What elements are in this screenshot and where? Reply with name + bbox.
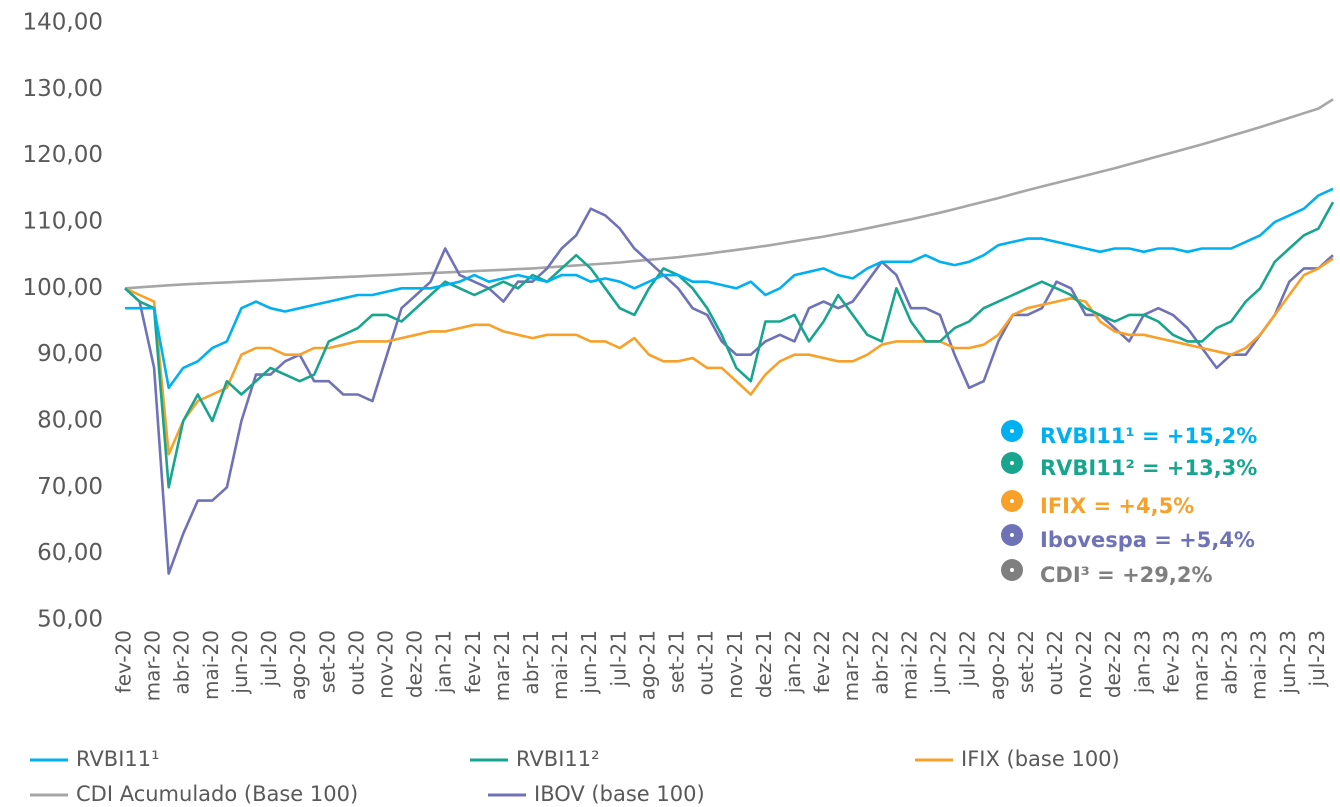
x-tick-label: dez-20: [403, 630, 427, 698]
x-tick-label: ago-20: [286, 630, 310, 700]
series-line: [124, 98, 1334, 290]
x-tick-label: mai-23: [1247, 630, 1271, 700]
x-tick-label: jun-20: [228, 630, 252, 695]
annotation-text: IFIX = +4,5%: [1040, 494, 1194, 518]
x-tick-label: jul-20: [257, 630, 281, 687]
x-tick-label: ago-21: [635, 630, 659, 700]
annotation-text: RVBI11¹ = +15,2%: [1040, 424, 1257, 448]
x-tick-label: abr-22: [868, 630, 892, 695]
x-tick-label: mai-22: [897, 630, 921, 700]
x-tick-label: jun-23: [1276, 630, 1300, 695]
x-tick-label: mar-20: [141, 630, 165, 701]
annotation-text: CDI³ = +29,2%: [1040, 563, 1213, 587]
x-tick-label: jun-21: [577, 630, 601, 695]
annotation-text: Ibovespa = +5,4%: [1040, 528, 1255, 552]
y-tick-label: 80,00: [37, 408, 103, 434]
series-line: [124, 201, 1335, 489]
x-tick-label: jul-23: [1305, 630, 1329, 687]
x-tick-label: dez-22: [1101, 630, 1125, 698]
series-line: [124, 207, 1334, 575]
y-tick-label: 90,00: [37, 341, 103, 367]
y-tick-label: 110,00: [23, 209, 103, 235]
x-tick-label: set-22: [1014, 630, 1038, 693]
y-tick-label: 130,00: [23, 76, 103, 102]
y-tick-label: 60,00: [37, 540, 103, 566]
x-tick-label: jan-21: [432, 630, 456, 694]
x-tick-label: jul-21: [606, 630, 630, 687]
legend-label: IFIX (base 100): [961, 747, 1120, 771]
x-tick-label: out-20: [344, 630, 368, 695]
x-tick-label: mar-22: [839, 630, 863, 701]
annotation-dot-center: [1010, 499, 1014, 503]
legend-label: CDI Acumulado (Base 100): [76, 782, 358, 806]
x-tick-label: abr-21: [519, 630, 543, 695]
annotation-dot-center: [1010, 461, 1014, 465]
y-tick-label: 140,00: [23, 10, 103, 36]
legend-label: RVBI11¹: [76, 747, 160, 771]
x-tick-label: mar-21: [490, 630, 514, 701]
x-tick-label: abr-23: [1218, 630, 1242, 695]
x-tick-label: fev-20: [112, 630, 136, 693]
x-tick-label: jun-22: [927, 630, 951, 695]
x-tick-label: nov-22: [1072, 630, 1096, 699]
x-tick-label: nov-20: [373, 630, 397, 699]
legend-label: RVBI11²: [516, 747, 600, 771]
y-tick-label: 50,00: [37, 607, 103, 633]
x-tick-label: mar-23: [1189, 630, 1213, 701]
y-tick-label: 100,00: [23, 275, 103, 301]
x-tick-label: jan-22: [781, 630, 805, 694]
y-tick-label: 70,00: [37, 474, 103, 500]
x-tick-label: nov-21: [723, 630, 747, 699]
x-tick-label: jan-23: [1130, 630, 1154, 694]
annotation-dot-center: [1010, 429, 1014, 433]
x-tick-label: dez-21: [752, 630, 776, 698]
x-tick-label: fev-23: [1159, 630, 1183, 693]
x-tick-label: set-21: [665, 630, 689, 693]
y-tick-label: 120,00: [23, 142, 103, 168]
x-tick-label: abr-20: [170, 630, 194, 695]
legend-label: IBOV (base 100): [534, 782, 705, 806]
x-tick-label: mai-21: [548, 630, 572, 700]
x-tick-label: fev-22: [810, 630, 834, 693]
x-tick-label: out-22: [1043, 630, 1067, 695]
x-tick-label: jul-22: [956, 630, 980, 687]
x-tick-label: set-20: [315, 630, 339, 693]
x-tick-label: ago-22: [985, 630, 1009, 700]
series-line: [125, 187, 1334, 390]
x-tick-label: out-21: [694, 630, 718, 695]
annotation-dot-center: [1010, 533, 1014, 537]
x-tick-label: fev-21: [461, 630, 485, 693]
x-tick-label: mai-20: [199, 630, 223, 700]
annotation-text: RVBI11² = +13,3%: [1040, 456, 1257, 480]
annotation-dot-center: [1010, 568, 1014, 572]
